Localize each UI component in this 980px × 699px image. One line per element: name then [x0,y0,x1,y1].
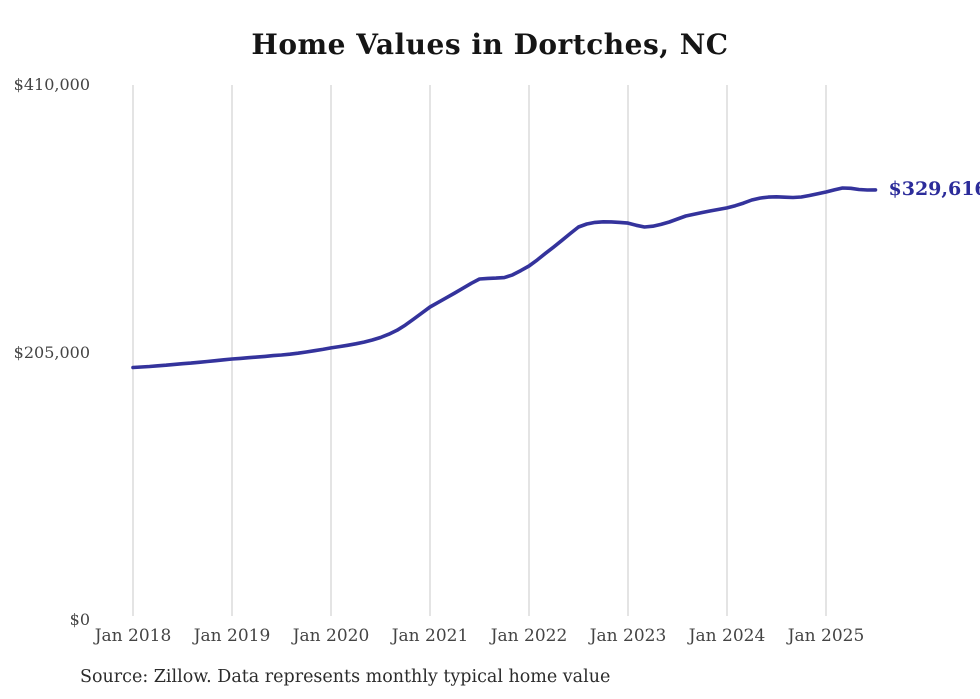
gridlines-group [132,85,827,616]
x-axis-tick-label: Jan 2025 [787,626,865,646]
x-axis-tick-label: Jan 2022 [490,626,568,646]
y-axis-tick-label: $205,000 [13,342,90,362]
x-axis-tick-label: Jan 2019 [193,626,271,646]
home-value-line [131,186,878,370]
x-axis-tick-label: Jan 2021 [391,626,469,646]
y-axis-tick-label: $0 [69,610,90,629]
y-axis-tick-label: $410,000 [13,75,90,94]
x-axis-tick-label: Jan 2024 [688,626,766,646]
chart-title: Home Values in Dortches, NC [251,28,729,61]
x-axis-tick-label: Jan 2018 [94,626,172,646]
source-note: Source: Zillow. Data represents monthly … [80,667,611,687]
latest-value-label: $329,616 [888,177,980,200]
x-axis-tick-label: Jan 2023 [589,626,667,646]
x-axis-tick-label: Jan 2020 [292,626,370,646]
